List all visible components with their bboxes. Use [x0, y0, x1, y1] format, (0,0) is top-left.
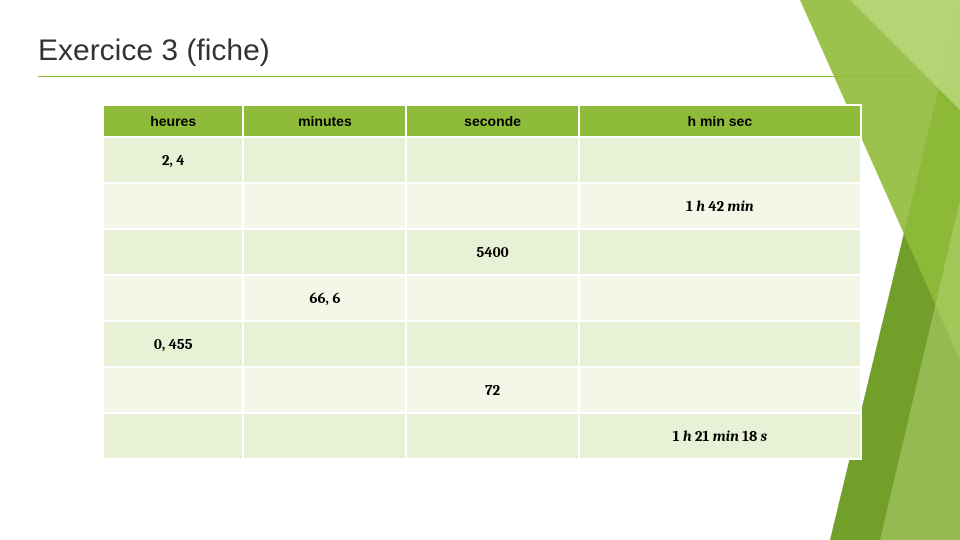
cell	[103, 229, 243, 275]
cell	[406, 413, 578, 459]
cell: 0, 455	[103, 321, 243, 367]
cell	[579, 229, 861, 275]
cell: 5400	[406, 229, 578, 275]
cell	[579, 137, 861, 183]
cell	[103, 275, 243, 321]
table-row: 2, 4	[103, 137, 861, 183]
table-row: 5400	[103, 229, 861, 275]
conversion-table: heures minutes seconde h min sec 2, 4 1 …	[102, 104, 862, 460]
cell: 1 h 21 min 18 s	[579, 413, 861, 459]
table-row: 1 h 42 min	[103, 183, 861, 229]
cell	[103, 413, 243, 459]
table-header-row: heures minutes seconde h min sec	[103, 105, 861, 137]
table-row: 72	[103, 367, 861, 413]
cell	[243, 137, 406, 183]
cell	[103, 367, 243, 413]
table-row: 1 h 21 min 18 s	[103, 413, 861, 459]
page-title: Exercice 3 (fiche)	[38, 34, 270, 68]
cell: 2, 4	[103, 137, 243, 183]
cell: 1 h 42 min	[579, 183, 861, 229]
cell	[579, 321, 861, 367]
cell	[406, 275, 578, 321]
cell	[406, 321, 578, 367]
cell: 66, 6	[243, 275, 406, 321]
col-seconde: seconde	[406, 105, 578, 137]
cell	[243, 367, 406, 413]
title-underline	[38, 76, 914, 77]
cell	[579, 367, 861, 413]
table-row: 66, 6	[103, 275, 861, 321]
cell	[243, 321, 406, 367]
col-hms: h min sec	[579, 105, 861, 137]
cell: 72	[406, 367, 578, 413]
cell	[243, 183, 406, 229]
cell	[579, 275, 861, 321]
cell	[406, 183, 578, 229]
cell	[243, 413, 406, 459]
cell	[103, 183, 243, 229]
cell	[406, 137, 578, 183]
table-row: 0, 455	[103, 321, 861, 367]
col-minutes: minutes	[243, 105, 406, 137]
cell	[243, 229, 406, 275]
col-heures: heures	[103, 105, 243, 137]
